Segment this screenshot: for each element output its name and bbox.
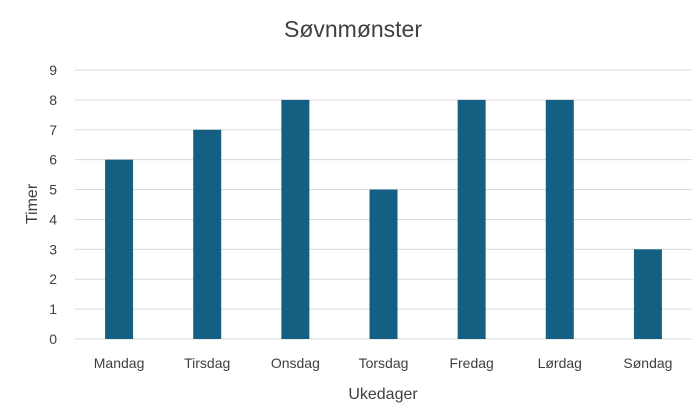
bar-torsdag (369, 189, 398, 339)
x-tick-label: Fredag (449, 355, 493, 371)
bar-lørdag (545, 99, 574, 339)
y-tick-label: 5 (49, 182, 57, 198)
bar-fredag (457, 99, 486, 339)
x-tick-label: Søndag (623, 355, 672, 371)
chart-title: Søvnmønster (284, 16, 422, 42)
y-tick-label: 0 (49, 331, 57, 347)
bar-tirsdag (193, 129, 222, 339)
bar-mandag (105, 159, 134, 339)
y-tick-label: 2 (49, 271, 57, 287)
y-axis-label: Timer (24, 183, 41, 224)
bar-onsdag (281, 99, 310, 339)
x-tick-label: Torsdag (359, 355, 409, 371)
y-tick-label: 1 (49, 301, 57, 317)
x-tick-label: Mandag (94, 355, 145, 371)
y-tick-label: 4 (49, 211, 57, 227)
x-axis-label: Ukedager (348, 386, 418, 403)
y-axis-ticks: 0 1 2 3 4 5 6 7 8 9 (49, 62, 57, 347)
y-tick-label: 6 (49, 152, 57, 168)
x-tick-label: Lørdag (538, 355, 582, 371)
x-tick-label: Onsdag (271, 355, 320, 371)
y-tick-label: 3 (49, 241, 57, 257)
bar-søndag (633, 249, 662, 339)
x-tick-label: Tirsdag (184, 355, 230, 371)
bars (105, 99, 662, 339)
y-tick-label: 8 (49, 92, 57, 108)
y-tick-label: 9 (49, 62, 57, 78)
y-tick-label: 7 (49, 122, 57, 138)
x-axis-ticks: Mandag Tirsdag Onsdag Torsdag Fredag Lørdag Sø… (94, 355, 673, 371)
